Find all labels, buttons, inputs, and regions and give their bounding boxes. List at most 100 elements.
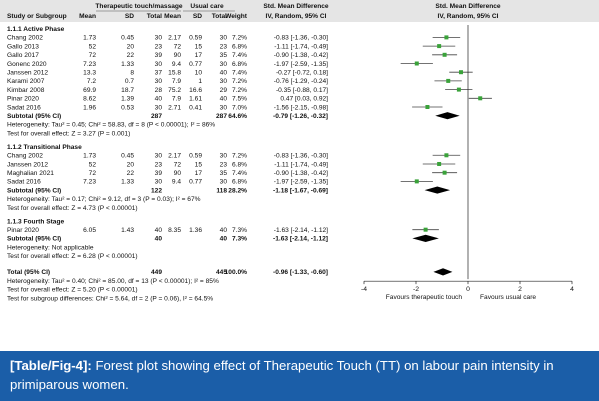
subgroup-differences: Test for subgroup differences: Chi² = 5.… bbox=[7, 295, 213, 302]
subgroup-title: 1.1.1 Active Phase bbox=[7, 26, 65, 33]
study-total-1: 30 bbox=[155, 35, 163, 42]
study-total-2: 40 bbox=[220, 96, 228, 103]
study-ci: -0.76 [-1.29, -0.24] bbox=[274, 78, 328, 85]
study-total-1: 23 bbox=[155, 43, 163, 50]
favours-left-label: Favours therapeutic touch bbox=[386, 294, 463, 301]
study-mean-1: 7.23 bbox=[83, 179, 96, 186]
study-sd-1: 1.39 bbox=[121, 96, 134, 103]
subgroup-overall-effect: Test for overall effect: Z = 4.73 (P < 0… bbox=[7, 205, 138, 212]
study-mean-1: 8.62 bbox=[83, 96, 96, 103]
point-estimate bbox=[414, 61, 419, 66]
study-weight: 7.4% bbox=[232, 170, 247, 177]
study-ci: -1.11 [-1.74, -0.49] bbox=[274, 161, 328, 168]
subtotal-weight: 64.6% bbox=[228, 113, 247, 120]
study-name: Pinar 2020 bbox=[7, 227, 39, 234]
header-study: Study or Subgroup bbox=[7, 13, 67, 20]
table-body: 1.1.1 Active Phase Chang 2002 1.73 0.45 30 2.… bbox=[7, 26, 328, 302]
study-total-2: 30 bbox=[220, 179, 228, 186]
study-mean-1: 7.23 bbox=[83, 61, 96, 68]
point-estimate bbox=[458, 70, 463, 75]
x-axis: -4 -2 0 2 4 Favours therapeutic touch Favours … bbox=[361, 25, 574, 301]
study-total-1: 39 bbox=[155, 170, 163, 177]
caption-label: [Table/Fig-4]: bbox=[10, 358, 92, 373]
study-mean-2: 9.4 bbox=[172, 179, 181, 186]
study-mean-1: 52 bbox=[89, 43, 97, 50]
study-name: Sadat 2016 bbox=[7, 104, 41, 111]
total-label: Total (95% CI) bbox=[7, 269, 50, 276]
header-method-left: IV, Random, 95% CI bbox=[266, 13, 327, 20]
forest-plot: Therapeutic touch/massage Usual care Std. … bbox=[0, 0, 599, 351]
study-ci: -1.63 [-2.14, -1.12] bbox=[274, 227, 328, 234]
study-mean-1: 13.3 bbox=[83, 70, 96, 77]
study-sd-2: 1 bbox=[198, 78, 202, 85]
point-estimate bbox=[442, 52, 447, 57]
point-estimate bbox=[423, 227, 428, 232]
subgroup-heterogeneity: Heterogeneity: Not applicable bbox=[7, 244, 94, 251]
study-name: Chang 2002 bbox=[7, 35, 43, 42]
header-total-1: Total bbox=[147, 13, 162, 20]
study-mean-1: 72 bbox=[89, 52, 97, 59]
study-sd-1: 20 bbox=[127, 43, 135, 50]
study-mean-2: 15.8 bbox=[168, 70, 181, 77]
study-total-2: 35 bbox=[220, 170, 228, 177]
point-estimate bbox=[456, 87, 461, 92]
study-weight: 6.8% bbox=[232, 43, 247, 50]
study-mean-1: 52 bbox=[89, 161, 97, 168]
study-sd-1: 8 bbox=[130, 70, 134, 77]
study-weight: 7.5% bbox=[232, 96, 247, 103]
study-total-2: 40 bbox=[220, 227, 228, 234]
study-name: Gallo 2017 bbox=[7, 52, 39, 59]
subtotal-ci: -0.79 [-1.26, -0.32] bbox=[273, 113, 328, 120]
favours-right-label: Favours usual care bbox=[480, 294, 536, 301]
study-name: Gonenc 2020 bbox=[7, 61, 47, 68]
total-diamond bbox=[433, 268, 453, 276]
point-estimate bbox=[478, 96, 483, 101]
study-sd-2: 1.61 bbox=[189, 96, 202, 103]
x-tick-label: 2 bbox=[518, 286, 522, 293]
study-mean-1: 7.2 bbox=[87, 78, 96, 85]
figure-caption: [Table/Fig-4]: Forest plot showing effec… bbox=[0, 351, 599, 401]
subtotal-total-2: 118 bbox=[216, 187, 227, 194]
subtotal-ci: -1.63 [-2.14, -1.12] bbox=[273, 236, 328, 243]
point-estimate bbox=[437, 44, 442, 49]
study-total-1: 30 bbox=[155, 104, 163, 111]
study-total-2: 30 bbox=[220, 153, 228, 160]
study-total-1: 40 bbox=[155, 96, 163, 103]
study-weight: 6.8% bbox=[232, 61, 247, 68]
total-overall-effect: Test for overall effect: Z = 5.20 (P < 0… bbox=[7, 287, 138, 294]
study-name: Janssen 2012 bbox=[7, 161, 48, 168]
header-weight: Weight bbox=[225, 13, 248, 20]
study-sd-2: 17 bbox=[195, 52, 203, 59]
study-name: Gallo 2013 bbox=[7, 43, 39, 50]
study-mean-2: 90 bbox=[174, 170, 182, 177]
study-total-2: 30 bbox=[220, 61, 228, 68]
study-total-1: 30 bbox=[155, 153, 163, 160]
study-ci: 0.47 [0.03, 0.92] bbox=[280, 96, 328, 103]
study-mean-2: 7.9 bbox=[172, 78, 181, 85]
plot-background bbox=[0, 0, 599, 351]
study-mean-2: 2.17 bbox=[168, 35, 181, 42]
header-effect-right: Std. Mean Difference bbox=[435, 3, 501, 10]
study-total-2: 23 bbox=[220, 43, 228, 50]
header-effect-left: Std. Mean Difference bbox=[263, 3, 329, 10]
study-ci: -0.35 [-0.88, 0.17] bbox=[276, 87, 328, 94]
study-total-2: 40 bbox=[220, 70, 228, 77]
study-sd-1: 22 bbox=[127, 52, 135, 59]
study-ci: -1.11 [-1.74, -0.49] bbox=[274, 43, 328, 50]
study-weight: 7.4% bbox=[232, 52, 247, 59]
study-total-2: 35 bbox=[220, 52, 228, 59]
subgroup-overall-effect: Test for overall effect: Z = 6.28 (P < 0… bbox=[7, 253, 138, 260]
study-weight: 7.4% bbox=[232, 70, 247, 77]
study-sd-1: 22 bbox=[127, 170, 135, 177]
study-name: Chang 2002 bbox=[7, 153, 43, 160]
study-weight: 7.2% bbox=[232, 153, 247, 160]
study-weight: 6.8% bbox=[232, 161, 247, 168]
study-sd-2: 16.6 bbox=[189, 87, 202, 94]
study-ci: -1.56 [-2.15, -0.98] bbox=[274, 104, 328, 111]
study-total-2: 30 bbox=[220, 104, 228, 111]
study-sd-1: 1.33 bbox=[121, 61, 134, 68]
study-mean-2: 72 bbox=[174, 161, 182, 168]
study-name: Sadat 2016 bbox=[7, 179, 41, 186]
study-name: Karami 2007 bbox=[7, 78, 45, 85]
header-group-1: Therapeutic touch/massage bbox=[95, 3, 183, 10]
